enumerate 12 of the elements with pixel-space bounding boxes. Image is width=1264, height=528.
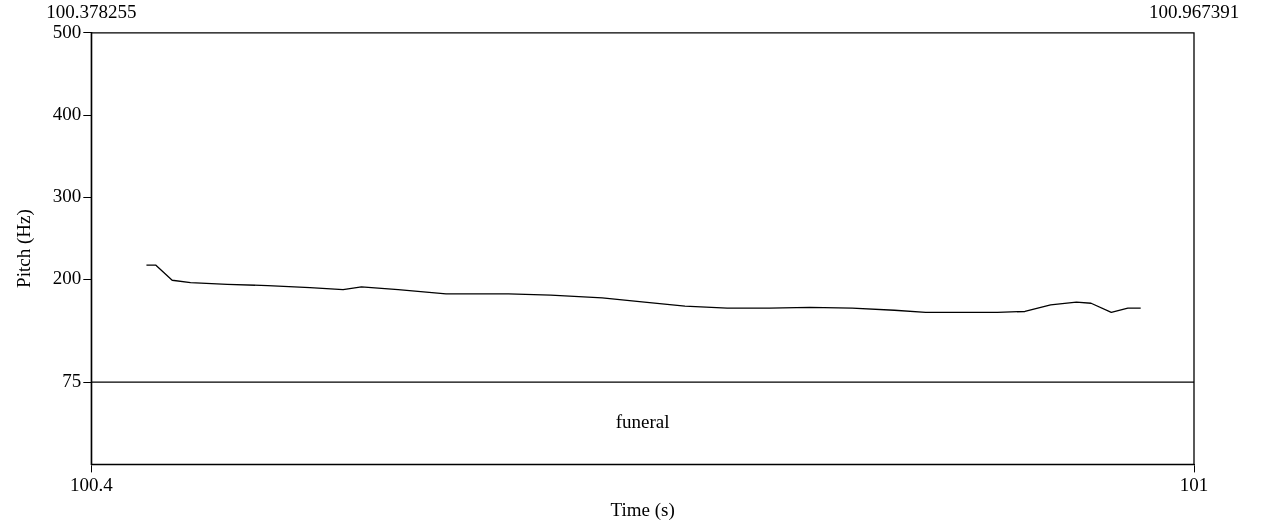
y-tick-label: 300 <box>52 185 82 207</box>
x-tick-label: 100.4 <box>69 473 114 495</box>
y-tick-label: 500 <box>52 20 82 42</box>
annotation: funeral <box>615 411 670 433</box>
x-axis-title: Time (s) <box>610 498 675 521</box>
x2-tick-label: 100.967391 <box>1148 1 1240 23</box>
x-tick-label: 101 <box>1179 473 1209 495</box>
y-axis-title: Pitch (Hz) <box>13 209 36 288</box>
x2-tick-label: 100.378255 <box>46 1 137 23</box>
y-tick-label: 75 <box>62 370 82 392</box>
y-tick-label: 200 <box>52 267 82 289</box>
y-tick-label: 400 <box>52 102 82 124</box>
